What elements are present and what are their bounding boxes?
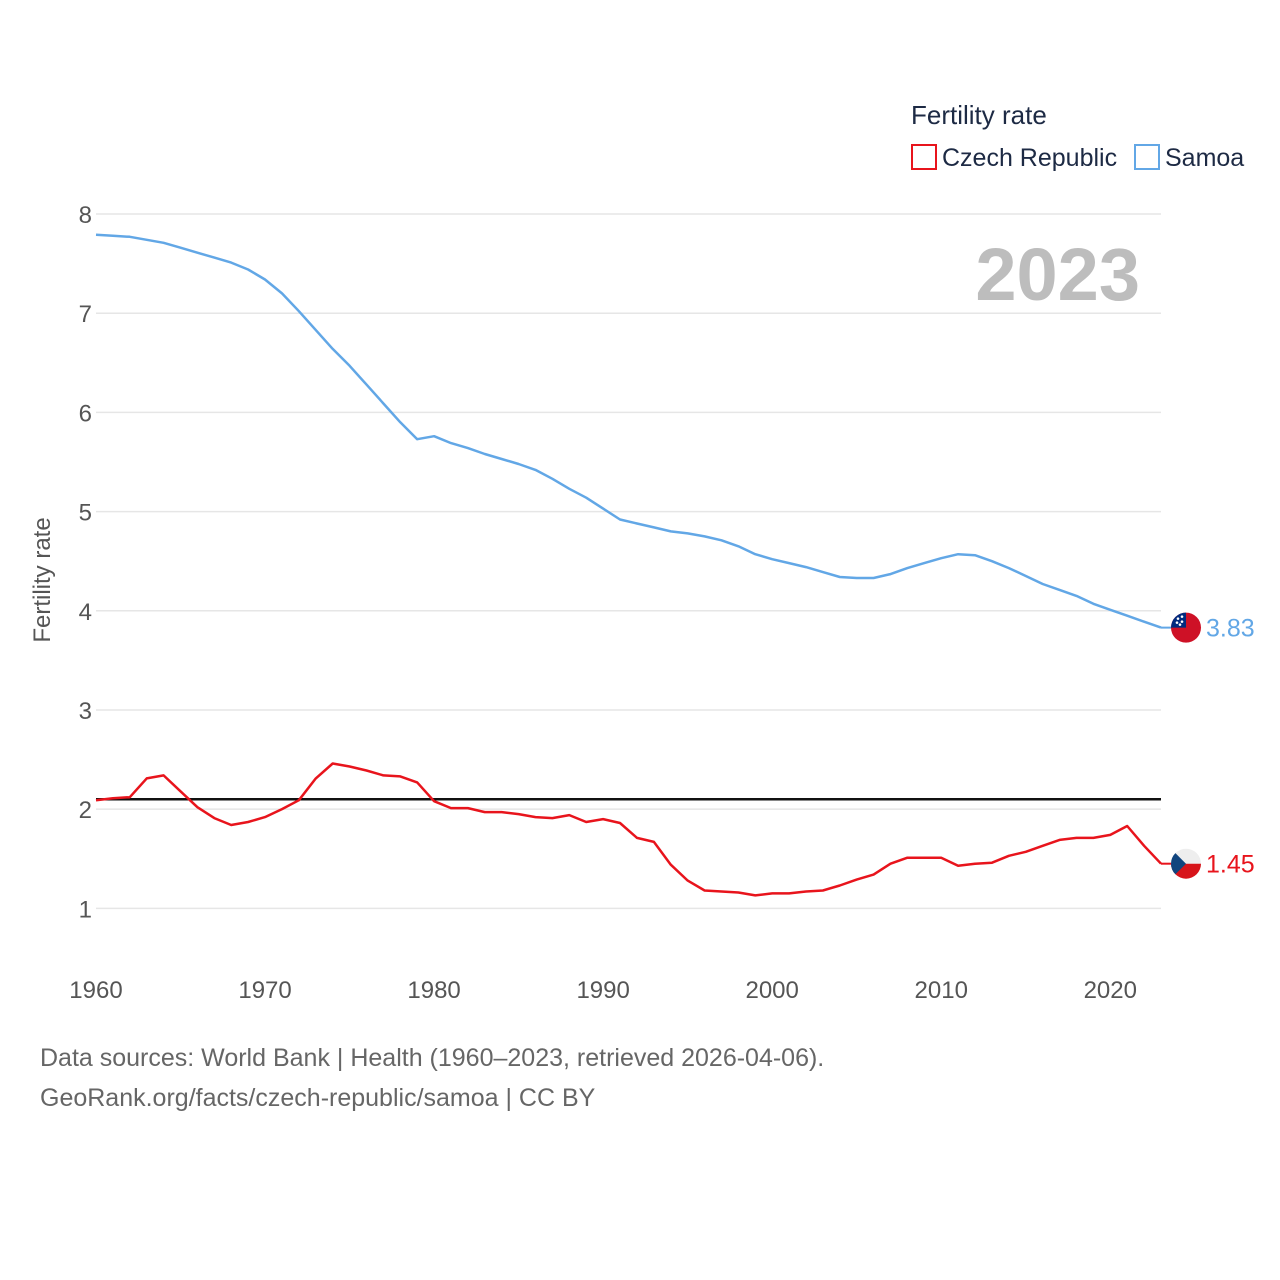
attribution-link[interactable]: GeoRank.org/facts/czech-republic/samoa |… bbox=[40, 1084, 596, 1112]
flag-czech-republic-icon bbox=[1171, 848, 1201, 879]
y-tick-label: 5 bbox=[79, 500, 92, 527]
fertility-rate-chart: 1 2 3 4 5 6 7 8 1960 1970 1980 1990 2000 2010 2020 1.… bbox=[29, 100, 1255, 1004]
x-tick-label: 2000 bbox=[745, 977, 798, 1004]
series-line-czech-republic bbox=[95, 762, 1162, 897]
y-axis-ticks: 1 2 3 4 5 6 7 8 bbox=[79, 202, 92, 923]
x-tick-label: 1960 bbox=[69, 977, 122, 1004]
end-value-label-samoa: 3.83 bbox=[1206, 615, 1255, 643]
legend: Fertility rate Czech Republic Samoa bbox=[911, 100, 1244, 172]
y-axis-label: Fertility rate bbox=[29, 517, 56, 642]
x-tick-label: 2010 bbox=[915, 977, 968, 1004]
legend-label-czech-republic: Czech Republic bbox=[942, 144, 1117, 172]
y-tick-label: 8 bbox=[79, 202, 92, 229]
x-tick-label: 1990 bbox=[576, 977, 629, 1004]
legend-swatch-czech-republic bbox=[911, 144, 937, 170]
series-end-markers: 1.45 3.83 bbox=[1161, 612, 1255, 879]
x-axis-ticks: 1960 1970 1980 1990 2000 2010 2020 bbox=[69, 977, 1137, 1004]
data-source-note: Data sources: World Bank | Health (1960–… bbox=[40, 1044, 825, 1072]
y-tick-label: 2 bbox=[79, 797, 92, 824]
legend-label-samoa: Samoa bbox=[1165, 144, 1244, 172]
x-tick-label: 1980 bbox=[407, 977, 460, 1004]
x-tick-label: 2020 bbox=[1084, 977, 1137, 1004]
legend-item-czech-republic[interactable]: Czech Republic bbox=[911, 144, 1117, 172]
series-line-samoa bbox=[95, 233, 1162, 629]
y-tick-label: 3 bbox=[79, 698, 92, 725]
y-tick-label: 1 bbox=[79, 896, 92, 923]
end-value-label-czech-republic: 1.45 bbox=[1206, 851, 1255, 879]
x-tick-label: 1970 bbox=[238, 977, 291, 1004]
series-lines bbox=[95, 233, 1162, 897]
legend-title: Fertility rate bbox=[911, 100, 1047, 130]
legend-swatch-samoa bbox=[1134, 144, 1160, 170]
gridlines bbox=[96, 213, 1161, 910]
flag-samoa-icon bbox=[1171, 612, 1201, 643]
year-label: 2023 bbox=[975, 233, 1140, 316]
legend-item-samoa[interactable]: Samoa bbox=[1134, 144, 1244, 172]
y-tick-label: 6 bbox=[79, 400, 92, 427]
y-tick-label: 4 bbox=[79, 599, 92, 626]
y-tick-label: 7 bbox=[79, 301, 92, 328]
